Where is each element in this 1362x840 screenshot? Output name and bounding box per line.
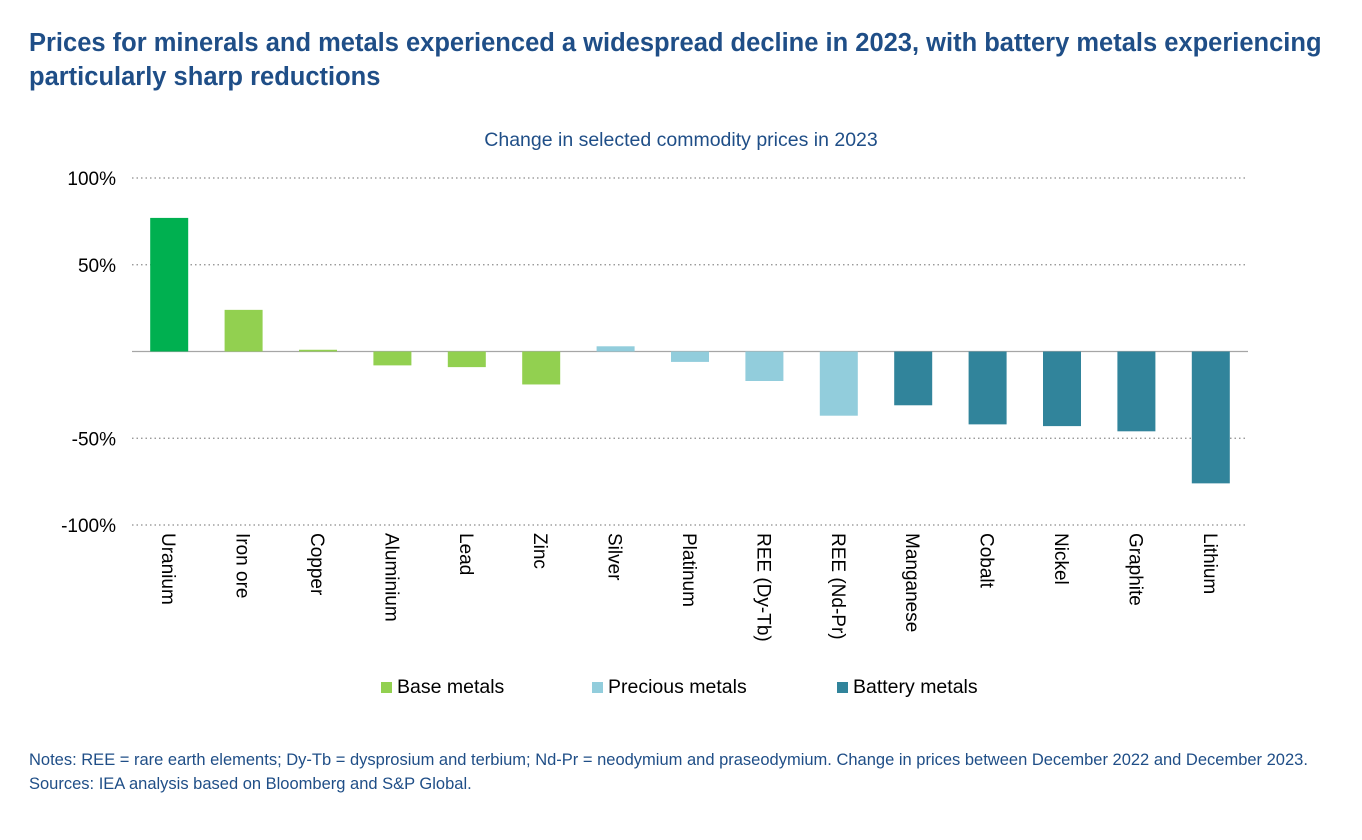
bar [1043, 351, 1081, 427]
x-tick-label: Iron ore [232, 533, 253, 598]
x-tick-label: Cobalt [976, 533, 997, 589]
bar [373, 351, 412, 366]
x-tick-label: Graphite [1124, 533, 1145, 606]
legend-item-battery-metals: Battery metals [837, 676, 978, 699]
legend-label-precious-metals: Precious metals [608, 676, 747, 698]
legend: Base metals Precious metals Battery meta… [0, 676, 1362, 704]
x-tick-label: Platinum [678, 533, 699, 607]
x-tick-label: REE (Dy-Tb) [752, 533, 773, 642]
legend-swatch-precious-metals [592, 682, 603, 693]
bar [596, 346, 635, 352]
bar [150, 217, 189, 352]
legend-item-precious-metals: Precious metals [592, 676, 747, 699]
bar [224, 309, 263, 352]
bar [819, 351, 858, 416]
y-tick-label: -100% [61, 516, 116, 537]
x-tick-label: REE (Nd-Pr) [827, 533, 848, 640]
bar [299, 349, 337, 352]
bar [1191, 351, 1230, 484]
bar [745, 351, 784, 381]
sources-text: Sources: IEA analysis based on Bloomberg… [29, 775, 472, 793]
x-tick-label: Zinc [529, 533, 550, 569]
legend-label-base-metals: Base metals [397, 676, 505, 698]
x-tick-label: Silver [604, 533, 625, 581]
x-tick-label: Lithium [1199, 533, 1220, 594]
legend-swatch-battery-metals [837, 682, 848, 693]
bar [1117, 351, 1156, 432]
y-tick-label: 50% [78, 256, 116, 277]
x-tick-label: Lead [455, 533, 476, 575]
y-tick-label: 100% [67, 169, 116, 190]
bar [968, 351, 1007, 425]
y-tick-label: -50% [72, 429, 116, 450]
x-tick-label: Nickel [1050, 533, 1071, 585]
x-tick-label: Copper [306, 533, 327, 596]
legend-label-battery-metals: Battery metals [853, 676, 978, 698]
x-tick-label: Manganese [901, 533, 922, 632]
bar [671, 351, 709, 362]
notes-section: Notes: REE = rare earth elements; Dy-Tb … [29, 750, 1329, 795]
x-tick-label: Uranium [157, 533, 178, 605]
headline: Prices for minerals and metals experienc… [29, 29, 1322, 91]
bar [894, 351, 933, 406]
legend-item-base-metals: Base metals [381, 676, 504, 699]
bar [447, 351, 486, 368]
chart-title: Change in selected commodity prices in 2… [484, 129, 878, 151]
notes-text: Notes: REE = rare earth elements; Dy-Tb … [29, 751, 1308, 769]
bar [522, 351, 561, 385]
x-tick-label: Aluminium [380, 533, 401, 622]
legend-swatch-base-metals [381, 682, 392, 693]
